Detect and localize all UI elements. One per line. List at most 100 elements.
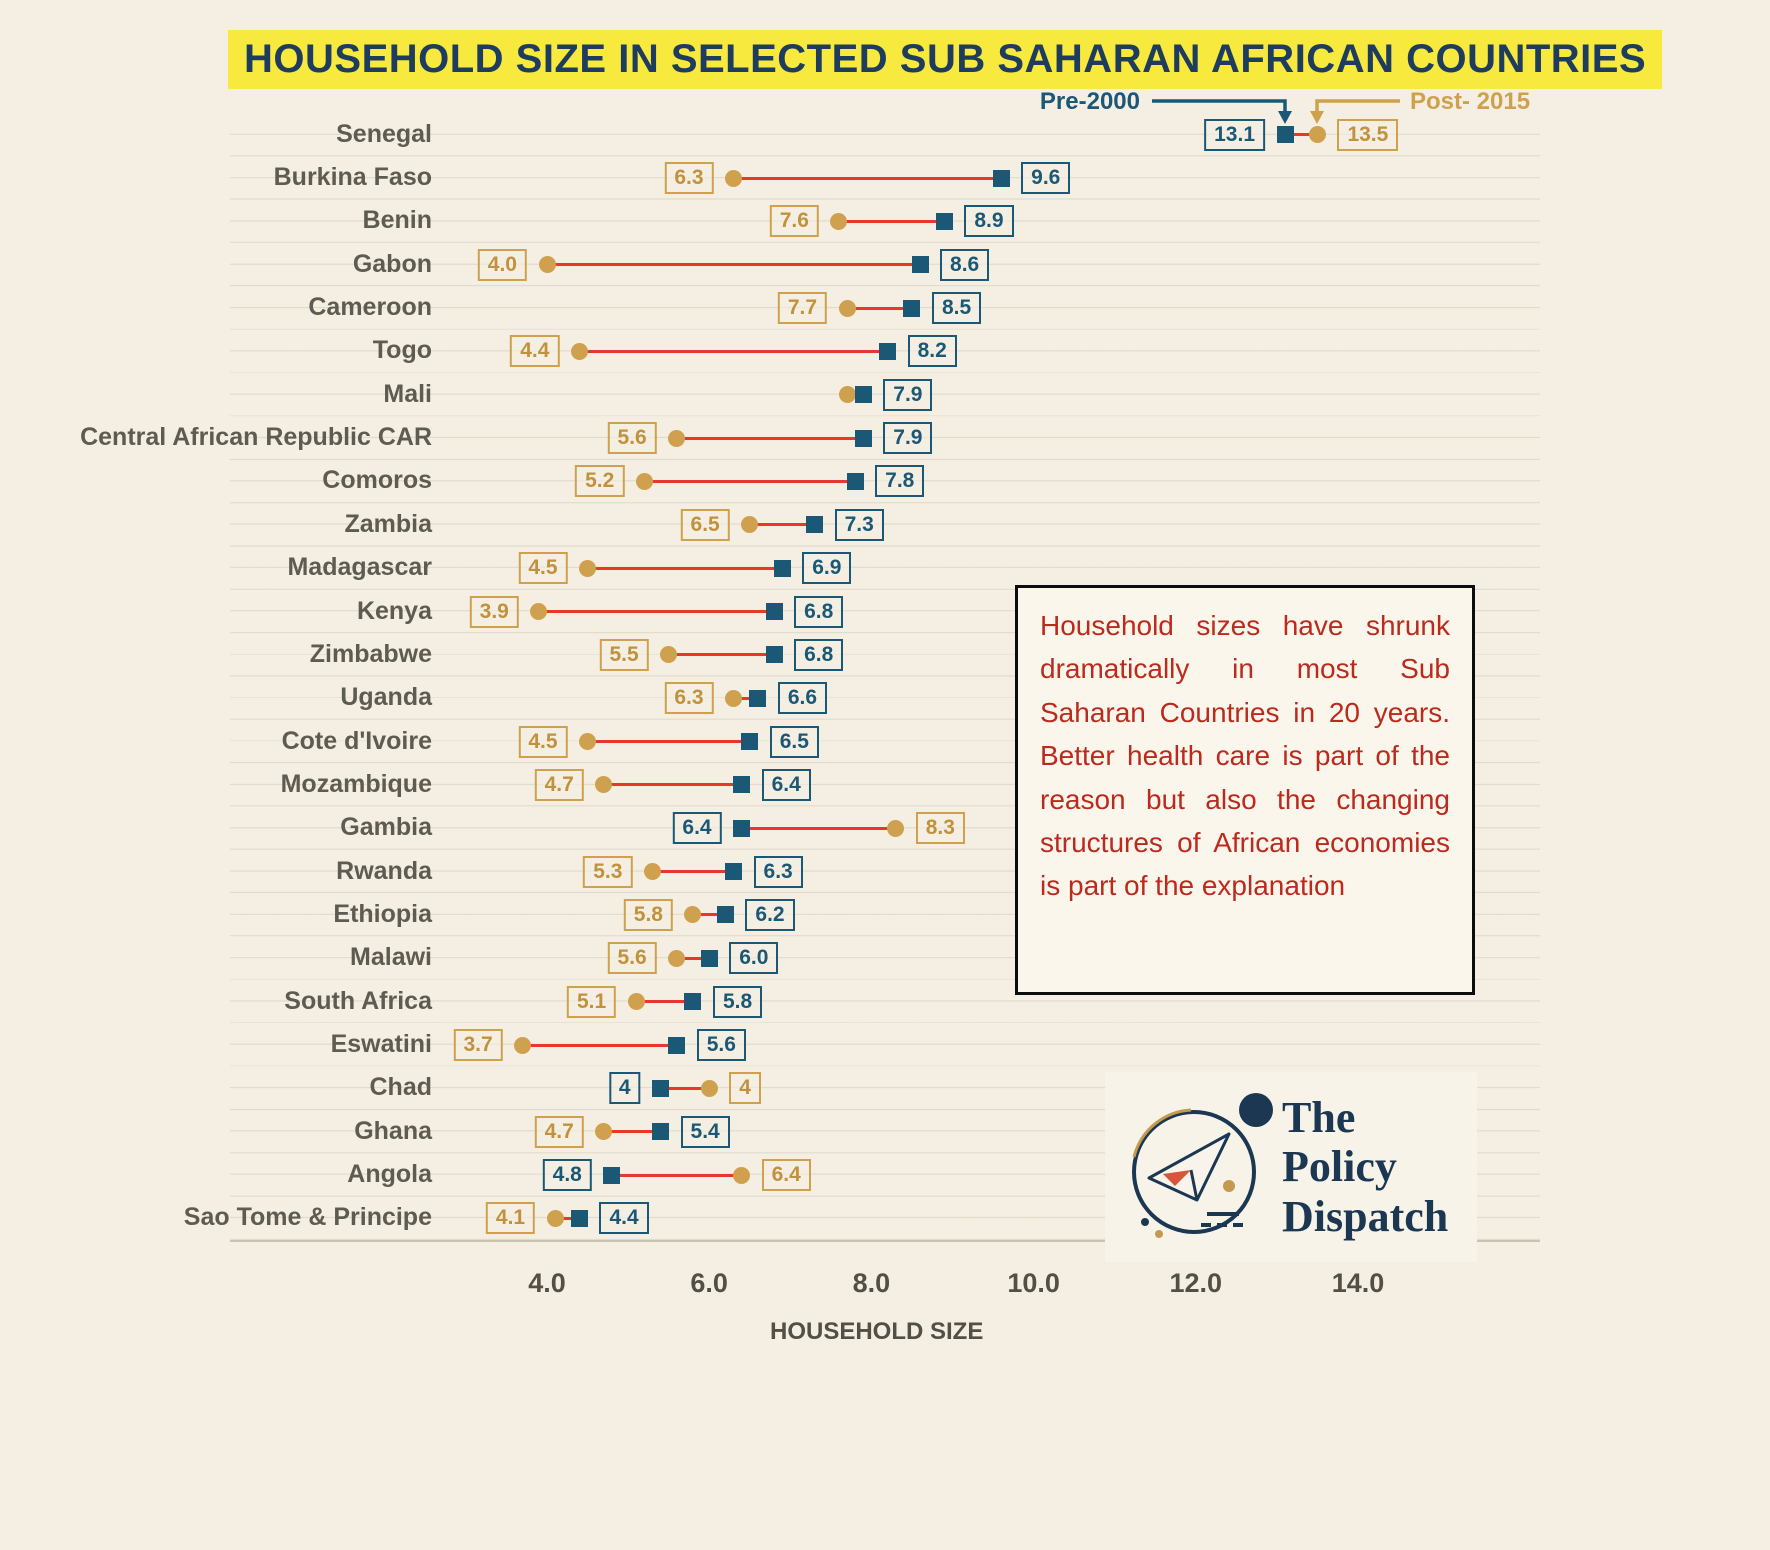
- pre-2000-value-label: 6.5: [769, 725, 819, 758]
- pre-2000-marker: [879, 342, 897, 360]
- pre-2000-marker: [1276, 126, 1294, 144]
- pre-2000-value-label: 6.6: [777, 682, 828, 715]
- connector-line: [644, 479, 856, 483]
- post-2015-marker: [595, 776, 613, 794]
- post-2015-value-label: 5.6: [607, 422, 657, 455]
- logo-compass-plane-icon: [1132, 1093, 1273, 1238]
- post-2015-value-label: 4: [729, 1072, 761, 1105]
- post-2015-marker: [887, 819, 905, 837]
- pre-2000-value-label: 8.9: [964, 205, 1014, 238]
- country-label: Madagascar: [287, 553, 432, 582]
- post-2015-marker: [530, 603, 548, 621]
- pre-2000-marker: [725, 863, 743, 881]
- post-2015-value-label: 5.5: [599, 638, 649, 671]
- pre-2000-value-label: 6.3: [753, 855, 803, 888]
- country-label: Ethiopia: [333, 899, 432, 928]
- connector-line: [603, 1130, 661, 1134]
- pre-2000-value-label: 7.3: [834, 508, 884, 541]
- connector-line: [587, 566, 783, 570]
- post-2015-value-label: 6.3: [664, 162, 714, 195]
- pre-2000-marker: [846, 472, 864, 490]
- post-2015-value-label: 5.6: [607, 942, 657, 975]
- country-label: Cameroon: [308, 293, 432, 322]
- pre-2000-marker: [668, 1036, 686, 1054]
- x-tick-label: 12.0: [1169, 1268, 1223, 1298]
- connector-line: [555, 1216, 580, 1220]
- x-tick-label: 14.0: [1331, 1268, 1385, 1298]
- post-2015-marker: [668, 429, 686, 447]
- post-2015-marker: [741, 516, 759, 534]
- post-2015-value-label: 4.0: [477, 248, 527, 281]
- post-2015-value-label: 4.4: [510, 335, 560, 368]
- pre-2000-marker: [765, 646, 783, 664]
- pre-2000-value-label: 6.8: [794, 638, 844, 671]
- connector-line: [660, 1086, 710, 1090]
- pre-2000-marker: [935, 212, 953, 230]
- country-label: Mozambique: [280, 769, 432, 798]
- pre-2000-marker: [911, 256, 929, 274]
- post-2015-marker: [514, 1036, 532, 1054]
- country-label: Ghana: [354, 1116, 432, 1145]
- pre-2000-marker: [765, 603, 783, 621]
- pre-2000-marker: [684, 993, 702, 1011]
- country-label: Rwanda: [336, 856, 432, 885]
- connector-line: [579, 349, 888, 353]
- connector-line: [676, 436, 864, 440]
- logo-line-policy: Policy: [1282, 1142, 1397, 1192]
- logo: The Policy Dispatch: [1105, 1072, 1477, 1262]
- country-label: Comoros: [322, 466, 432, 495]
- post-2015-marker: [684, 906, 702, 924]
- country-label: Chad: [369, 1073, 433, 1102]
- pre-2000-marker: [652, 1123, 670, 1141]
- connector-line: [611, 1173, 742, 1177]
- pre-2000-marker: [733, 819, 751, 837]
- pre-2000-marker: [903, 299, 921, 317]
- pre-2000-marker: [570, 1209, 588, 1227]
- post-2015-marker: [1308, 126, 1326, 144]
- country-label: Zimbabwe: [309, 639, 432, 668]
- post-2015-marker: [725, 689, 743, 707]
- connector-line: [733, 176, 1002, 180]
- post-2015-value-label: 7.7: [777, 292, 828, 325]
- pre-2000-value-label: 9.6: [1021, 162, 1071, 195]
- post-2015-marker: [668, 949, 686, 967]
- post-2015-value-label: 4.5: [518, 725, 568, 758]
- post-2015-value-label: 3.7: [453, 1029, 503, 1062]
- pre-2000-value-label: 5.6: [696, 1029, 746, 1062]
- post-2015-value-label: 4.7: [534, 768, 584, 801]
- pre-2000-marker: [700, 949, 718, 967]
- pre-2000-marker: [603, 1166, 621, 1184]
- pre-2000-marker: [992, 169, 1010, 187]
- country-label: Sao Tome & Principe: [183, 1203, 432, 1232]
- logo-line-dispatch: Dispatch: [1282, 1191, 1449, 1241]
- country-label: Angola: [347, 1160, 432, 1189]
- post-2015-value-label: 5.2: [575, 465, 625, 498]
- pre-2000-marker: [854, 429, 872, 447]
- post-2015-marker: [570, 342, 588, 360]
- post-2015-value-label: 6.4: [761, 1159, 811, 1192]
- pre-2000-value-label: 4.8: [542, 1159, 592, 1192]
- x-tick-label: 4.0: [528, 1268, 566, 1298]
- post-2015-value-label: 6.5: [680, 508, 730, 541]
- post-2015-marker: [627, 993, 645, 1011]
- post-2015-value-label: 13.5: [1337, 118, 1399, 151]
- pre-2000-value-label: 7.9: [883, 378, 933, 411]
- post-2015-value-label: 4.1: [485, 1202, 536, 1235]
- legend-pre-2000-label: Pre-2000: [1039, 88, 1140, 115]
- post-2015-marker: [579, 733, 597, 751]
- post-2015-marker: [643, 863, 661, 881]
- pre-2000-marker: [716, 906, 734, 924]
- connector-line: [676, 956, 710, 960]
- post-2015-marker: [546, 1209, 564, 1227]
- post-2015-value-label: 5.8: [623, 898, 673, 931]
- country-label: Zambia: [344, 509, 432, 538]
- post-2015-marker: [595, 1123, 613, 1141]
- post-2015-value-label: 5.3: [583, 855, 633, 888]
- country-label: Mali: [383, 379, 432, 408]
- pre-2000-marker: [773, 559, 791, 577]
- connector-line: [636, 1000, 693, 1004]
- pre-2000-marker: [741, 733, 759, 751]
- post-2015-marker: [538, 256, 556, 274]
